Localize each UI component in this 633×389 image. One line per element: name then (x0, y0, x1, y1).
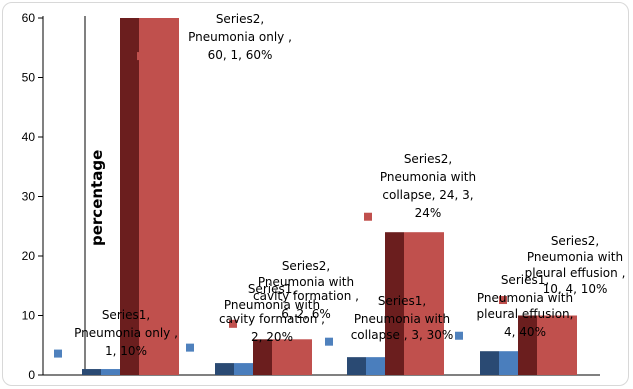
data-label: Series1, (102, 308, 150, 322)
series1-shadow-bar (234, 363, 253, 375)
data-label: Series2, (404, 152, 452, 166)
series2-marker (137, 52, 145, 61)
data-label: 1, 10% (105, 344, 147, 358)
series2-bar (253, 339, 272, 375)
data-label: 2, 20% (251, 330, 293, 344)
series2-marker (499, 296, 507, 305)
series2-bar (385, 232, 404, 375)
series1-marker (455, 331, 463, 340)
data-label: pleural effusion, (477, 307, 574, 321)
y-axis-label: percentage (88, 150, 106, 246)
data-label: Pneumonia with (258, 275, 354, 289)
data-label: 6, 2, 6% (281, 307, 331, 321)
data-label: 24% (415, 206, 442, 220)
data-label: Pneumonia only , (188, 30, 292, 44)
data-label: Pneumonia with (224, 298, 320, 312)
series1-bar (215, 363, 234, 375)
series1-bar (347, 357, 366, 375)
data-label: 10, 4, 10% (543, 282, 608, 296)
series2-bar (518, 315, 537, 375)
series1-marker (186, 343, 194, 352)
series2-bar (120, 18, 139, 375)
y-tick-label: 30 (22, 190, 36, 204)
chart-frame (2, 2, 629, 386)
y-tick-label: 20 (22, 249, 36, 263)
series2-shadow-bar (404, 232, 444, 375)
series1-shadow-bar (499, 351, 518, 375)
data-label: pleural effusion , (525, 266, 626, 280)
data-label: Series2, (216, 12, 264, 26)
series1-bar (82, 369, 101, 375)
data-label: Pneumonia with (477, 291, 573, 305)
data-label: cavity formation , (219, 312, 325, 326)
series2-marker (364, 212, 372, 221)
data-label: Series1, (248, 282, 296, 296)
data-label: cavity formation , (253, 289, 359, 303)
data-label: Pneumonia with (527, 250, 623, 264)
series1-marker (325, 337, 333, 346)
data-label: Pneumonia with (380, 170, 476, 184)
data-label: Pneumonia only , (74, 326, 178, 340)
series1-shadow-bar (101, 369, 120, 375)
series1-shadow-bar (366, 357, 385, 375)
series2-shadow-bar (272, 339, 312, 375)
data-label: Series2, (282, 259, 330, 273)
y-tick-label: 50 (22, 71, 36, 85)
data-label: collapse , 3, 30% (351, 328, 454, 342)
series2-shadow-bar (139, 18, 179, 375)
data-label: collapse, 24, 3, (382, 188, 473, 202)
series1-bar (480, 351, 499, 375)
data-label: 4, 40% (504, 325, 546, 339)
series2-shadow-bar (537, 315, 577, 375)
data-label: 60, 1, 60% (208, 48, 273, 62)
y-tick-label: 60 (22, 11, 36, 25)
data-label: Series2, (551, 234, 599, 248)
y-tick-label: 0 (28, 368, 35, 382)
y-tick-label: 10 (22, 309, 36, 323)
data-label: Series1, (501, 273, 549, 287)
data-label: Series1, (378, 294, 426, 308)
data-label: Pneumonia with (354, 312, 450, 326)
series2-marker (229, 319, 237, 328)
y-tick-label: 40 (22, 130, 36, 144)
series1-marker (54, 349, 62, 358)
